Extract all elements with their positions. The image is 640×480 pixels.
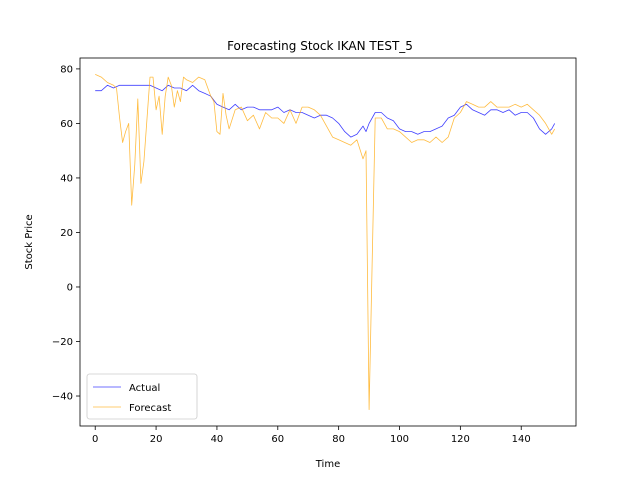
series-line-actual <box>95 84 556 138</box>
y-tick-label: 40 <box>60 173 73 184</box>
x-tick-label: 20 <box>150 434 163 445</box>
x-tick-label: 120 <box>451 434 470 445</box>
series-layer <box>95 74 556 411</box>
y-tick-label: −20 <box>52 337 73 348</box>
x-tick-label: 80 <box>332 434 345 445</box>
x-tick-label: 60 <box>271 434 284 445</box>
legend-label-forecast: Forecast <box>129 403 171 414</box>
legend: Actual Forecast <box>86 373 198 420</box>
y-tick-label: 60 <box>60 119 73 130</box>
axes-frame <box>79 57 577 427</box>
x-tick-label: 0 <box>92 434 98 445</box>
x-tick-label: 40 <box>211 434 224 445</box>
y-tick-label: −40 <box>52 392 73 403</box>
x-tick-label: 140 <box>512 434 531 445</box>
y-axis-title: Stock Price <box>24 214 35 269</box>
x-tick-label: 100 <box>390 434 409 445</box>
x-axis-title: Time <box>315 459 340 470</box>
x-axis: 0 20 40 60 80 100 120 140 <box>92 426 531 445</box>
y-axis: −40 −20 0 20 40 60 80 <box>52 64 80 403</box>
legend-label-actual: Actual <box>129 383 160 394</box>
series-line-forecast <box>95 74 556 411</box>
y-tick-label: 0 <box>67 282 73 293</box>
legend-box <box>86 373 198 420</box>
chart-title: Forecasting Stock IKAN TEST_5 <box>227 39 413 53</box>
y-tick-label: 20 <box>60 228 73 239</box>
y-tick-label: 80 <box>60 64 73 75</box>
